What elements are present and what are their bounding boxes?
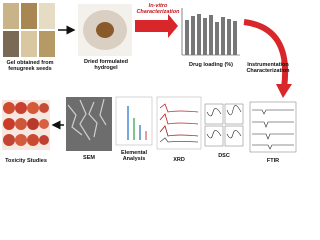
dsc-label: DSC <box>218 153 230 159</box>
curved-arrow <box>243 19 289 89</box>
elemental-label: Elemental Analysis <box>121 150 147 163</box>
hydrogel-image <box>78 4 132 56</box>
gel-label: Gel obtained from fenugreek seeds <box>6 60 54 73</box>
ftir-image <box>249 101 297 153</box>
xrd-image <box>156 96 202 150</box>
diagram-art <box>2 3 297 153</box>
ftir-label: FTIR <box>266 158 280 164</box>
drug-loading-chart <box>181 8 240 56</box>
seed-photos <box>3 3 55 57</box>
hydrogel-label: Dried formulated hydrogel <box>83 59 128 72</box>
graphical-abstract: Gel obtained from fenugreek seeds Dried … <box>2 3 297 164</box>
curved-arrow-head <box>276 84 292 98</box>
elemental-image <box>115 96 153 146</box>
sem-label: SEM <box>83 155 95 161</box>
invitro-label: In-vitro Characterization <box>136 3 180 16</box>
sem-image <box>66 97 112 151</box>
dsc-image <box>204 103 244 147</box>
instrumentation-label: Instrumentation Characterization <box>246 62 290 75</box>
toxicity-images <box>2 100 50 150</box>
red-arrow <box>135 14 178 38</box>
drug-loading-label: Drug loading (%) <box>189 62 233 68</box>
xrd-label: XRD <box>173 157 185 163</box>
toxicity-label: Toxicity Studies <box>5 158 47 164</box>
